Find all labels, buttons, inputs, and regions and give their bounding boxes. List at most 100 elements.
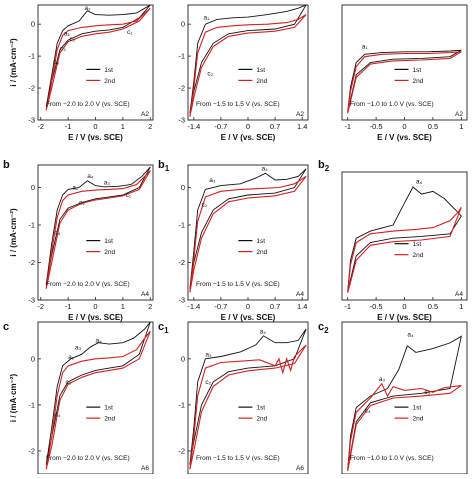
legend-label-2: 2nd xyxy=(256,249,267,256)
peak-label: c₂ xyxy=(202,201,208,208)
y-tick-label: -1 xyxy=(28,221,35,230)
x-tick-label: 0 xyxy=(246,302,250,311)
peak-label: a₁ xyxy=(68,354,75,361)
series-line-1 xyxy=(347,335,462,470)
legend-label-2: 2nd xyxy=(104,416,115,423)
series-line-2 xyxy=(189,344,307,470)
series-group xyxy=(45,166,151,289)
x-tick-label: -0.5 xyxy=(370,302,383,311)
y-tick-label: -1 xyxy=(28,400,35,409)
series-line-2 xyxy=(45,7,151,111)
scan-range-note: From −2.0 to 2.0 V (vs. SCE) xyxy=(46,101,130,108)
legend-label-2: 2nd xyxy=(413,252,424,259)
panel-c: -2 -1 0 i / (mA·cm⁻²) 1st 2nd From −2.0 to 2.0… xyxy=(3,321,154,475)
y-axis-label: i / (mA·cm⁻²) xyxy=(9,374,18,423)
series-line-2 xyxy=(347,207,462,294)
series-line-2 xyxy=(347,382,462,472)
sample-tag: A6 xyxy=(141,465,149,472)
y-tick-label: 0 xyxy=(181,354,185,363)
series-line-1 xyxy=(347,49,462,112)
legend-label-1: 1st xyxy=(104,238,113,245)
x-tick-label: 2 xyxy=(148,302,152,311)
series-line-2 xyxy=(189,14,307,117)
x-tick-label: 0 xyxy=(93,122,97,131)
x-axis-label: E / V (vs. SCE) xyxy=(377,133,432,142)
peak-label: c₂ xyxy=(205,379,211,386)
legend-label-1: 1st xyxy=(413,405,422,412)
panel-c2: 1st 2nd From −1.0 to 1.0 V (vs. SCE) a₄ a₃ c₃… xyxy=(318,321,468,475)
y-tick-label: -2 xyxy=(28,446,35,455)
peak-label: a₄ xyxy=(416,178,423,185)
x-tick-label: 0 xyxy=(402,122,406,131)
x-axis-label: E / V (vs. SCE) xyxy=(68,133,123,142)
panel-c1: -2 -1 0 1st 2nd From −1.5 to 1.5 V (vs. SCE) A… xyxy=(158,321,309,475)
legend-label-2: 2nd xyxy=(413,416,424,423)
panel-letter: c2 xyxy=(318,321,329,335)
x-axis-label: E / V (vs. SCE) xyxy=(377,313,432,322)
peak-label: a₄ xyxy=(262,166,269,173)
y-tick-label: -2 xyxy=(178,446,185,455)
panel-letter-sub: 1 xyxy=(164,326,169,335)
peak-label: a₁ xyxy=(362,44,369,51)
x-tick-label: -0.7 xyxy=(214,302,227,311)
x-tick-label: 1 xyxy=(121,122,125,131)
y-tick-label: -1 xyxy=(178,221,185,230)
x-tick-label: 1 xyxy=(459,302,463,311)
series-line-1 xyxy=(347,186,462,292)
series-group xyxy=(189,5,307,117)
y-tick-label: 0 xyxy=(31,354,35,363)
y-tick-label: 0 xyxy=(181,183,185,192)
plot-frame xyxy=(187,321,309,475)
panel-letter: b xyxy=(3,159,10,171)
series-line-2 xyxy=(347,51,462,114)
x-tick-label: 1 xyxy=(121,302,125,311)
peak-label: a₃ xyxy=(75,345,82,352)
x-tick-label: -1.4 xyxy=(187,122,200,131)
panel-letter-sub: 2 xyxy=(325,164,330,173)
legend-label-1: 1st xyxy=(256,238,265,245)
series-group xyxy=(45,322,151,470)
series-line-2 xyxy=(189,175,307,293)
peak-label: c₃ xyxy=(60,45,66,52)
peak-label: c₂ xyxy=(65,379,71,386)
x-tick-label: -0.7 xyxy=(214,122,227,131)
x-tick-label: 0.7 xyxy=(270,302,280,311)
peak-label: a₁ xyxy=(64,30,71,37)
peak-label: c₁ xyxy=(126,192,132,199)
sample-tag: A4 xyxy=(296,291,304,298)
panel-a2: -1.4 -0.7 0 0.7 1.4 -3 -2 -1 0 E / V (vs. SCE) 1st… xyxy=(178,4,309,142)
legend-label-2: 2nd xyxy=(256,78,267,85)
x-tick-label: 2 xyxy=(148,122,152,131)
scan-range-note: From −1.5 to 1.5 V (vs. SCE) xyxy=(196,455,280,462)
y-tick-label: 0 xyxy=(181,20,185,29)
series-line-1 xyxy=(45,322,151,465)
legend-label-1: 1st xyxy=(413,67,422,74)
x-tick-label: 1.4 xyxy=(297,302,307,311)
peak-label: a₃ xyxy=(205,352,212,359)
peak-label: c₁ xyxy=(127,29,133,36)
peak-label: a₂ xyxy=(85,5,92,12)
scan-range-note: From −2.0 to 2.0 V (vs. SCE) xyxy=(46,455,130,462)
panel-letter: b2 xyxy=(318,159,330,173)
legend-label-2: 2nd xyxy=(104,78,115,85)
y-tick-label: -1 xyxy=(178,400,185,409)
y-tick-label: 0 xyxy=(31,20,35,29)
y-tick-label: -2 xyxy=(28,258,35,267)
y-tick-label: -3 xyxy=(28,296,35,305)
panel-letter: b1 xyxy=(158,159,170,173)
legend-label-2: 2nd xyxy=(104,249,115,256)
panel-letter: c xyxy=(3,321,9,333)
y-tick-label: -3 xyxy=(28,116,35,125)
series-group xyxy=(347,49,462,114)
legend-label-2: 2nd xyxy=(256,416,267,423)
sample-tag: A4 xyxy=(141,291,149,298)
y-tick-label: -1 xyxy=(28,52,35,61)
panel-letter-sub: 2 xyxy=(324,326,329,335)
y-tick-label: -3 xyxy=(178,296,185,305)
x-tick-label: -1 xyxy=(344,302,351,311)
y-axis-label: i / (mA·cm⁻²) xyxy=(9,38,18,87)
legend-label-1: 1st xyxy=(256,405,265,412)
scan-range-note: From −1.0 to 1.0 V (vs. SCE) xyxy=(350,101,434,108)
peak-label: c₄ xyxy=(365,407,371,414)
